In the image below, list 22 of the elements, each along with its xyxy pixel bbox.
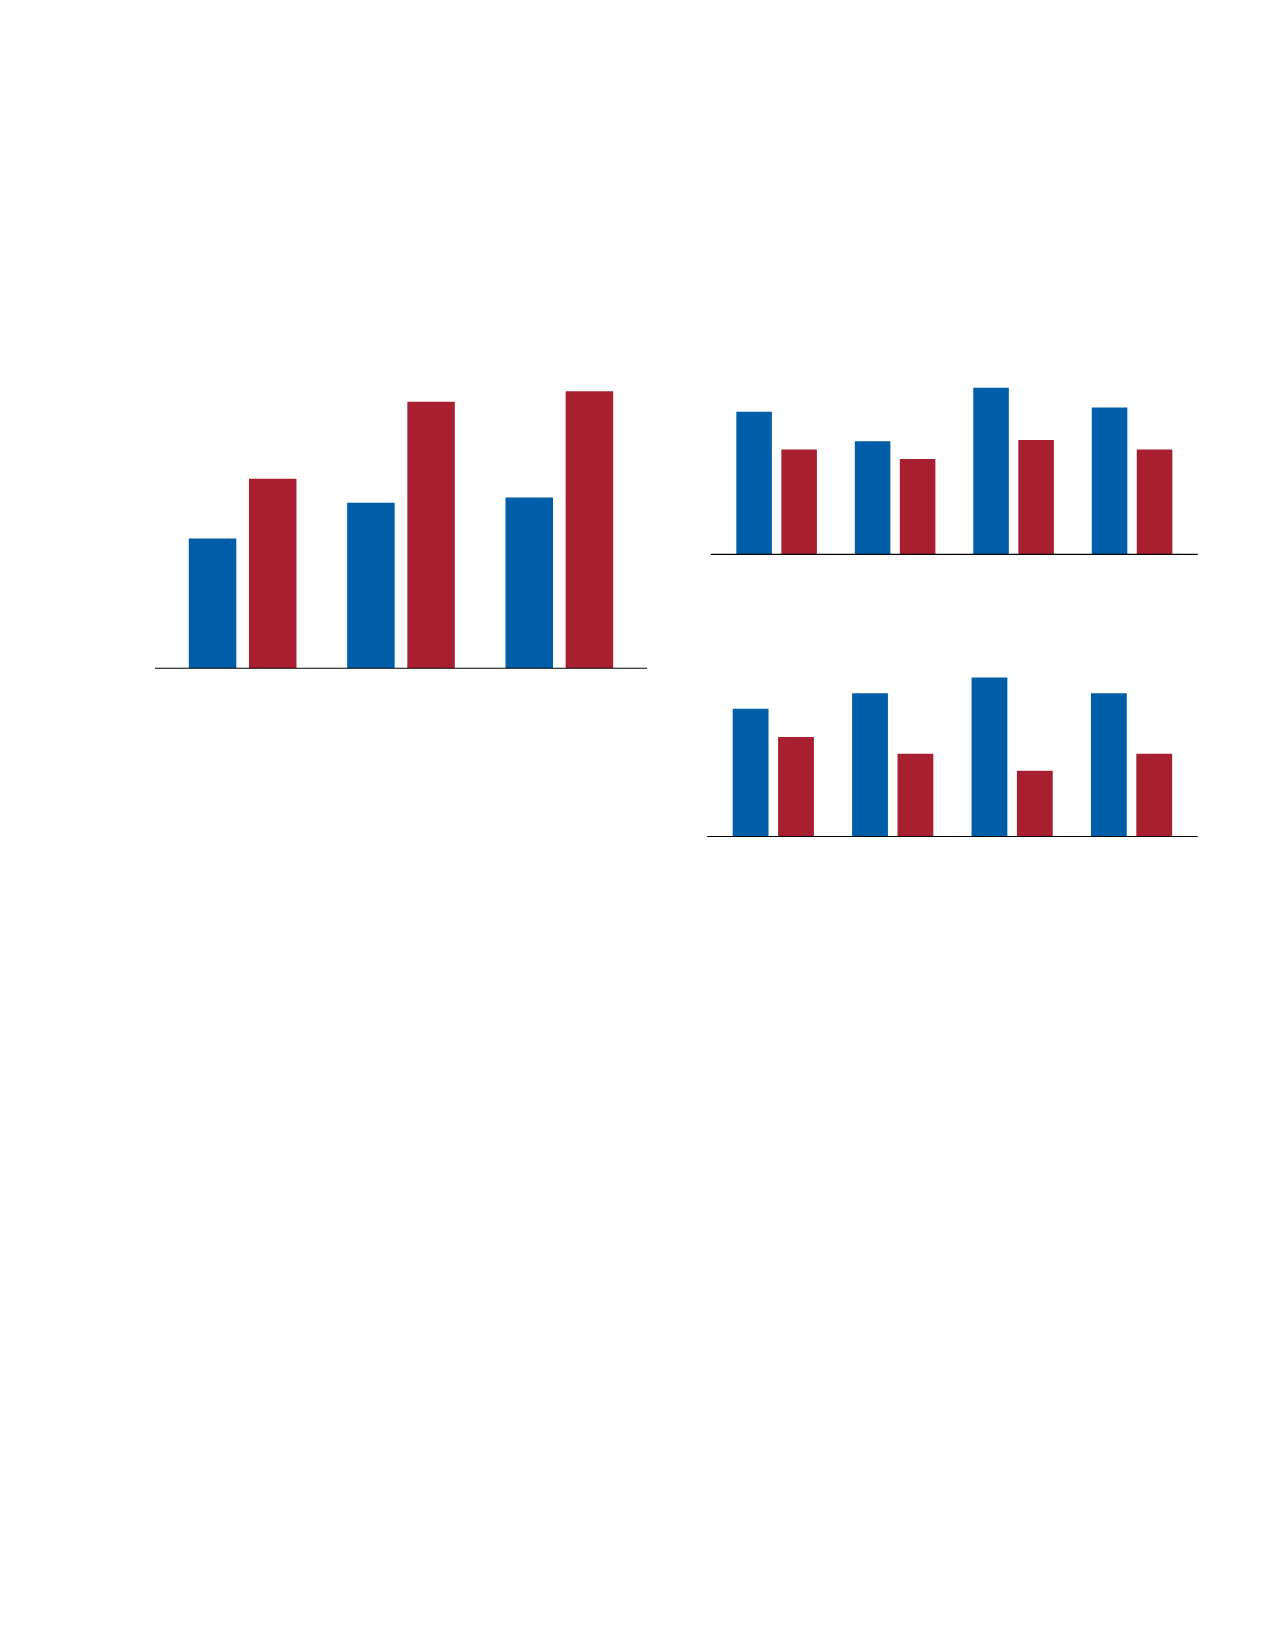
bar: [505, 497, 553, 669]
bar: [736, 411, 772, 555]
bar: [1136, 753, 1173, 837]
bar: [407, 401, 455, 669]
bar: [899, 459, 936, 555]
bar: [854, 441, 891, 555]
bar: [778, 737, 814, 837]
bar: [248, 478, 297, 669]
bar: [565, 391, 614, 669]
bar: [1016, 770, 1053, 837]
bar: [1090, 693, 1127, 837]
bar: [897, 753, 934, 837]
bar: [781, 449, 817, 555]
bar: [852, 693, 888, 837]
bar: [347, 502, 395, 669]
bar: [973, 387, 1009, 555]
bar: [188, 538, 237, 669]
bar: [1136, 449, 1173, 555]
bar: [1091, 407, 1128, 555]
bar: [732, 708, 769, 837]
bar: [971, 677, 1008, 837]
bar: [1018, 440, 1054, 555]
